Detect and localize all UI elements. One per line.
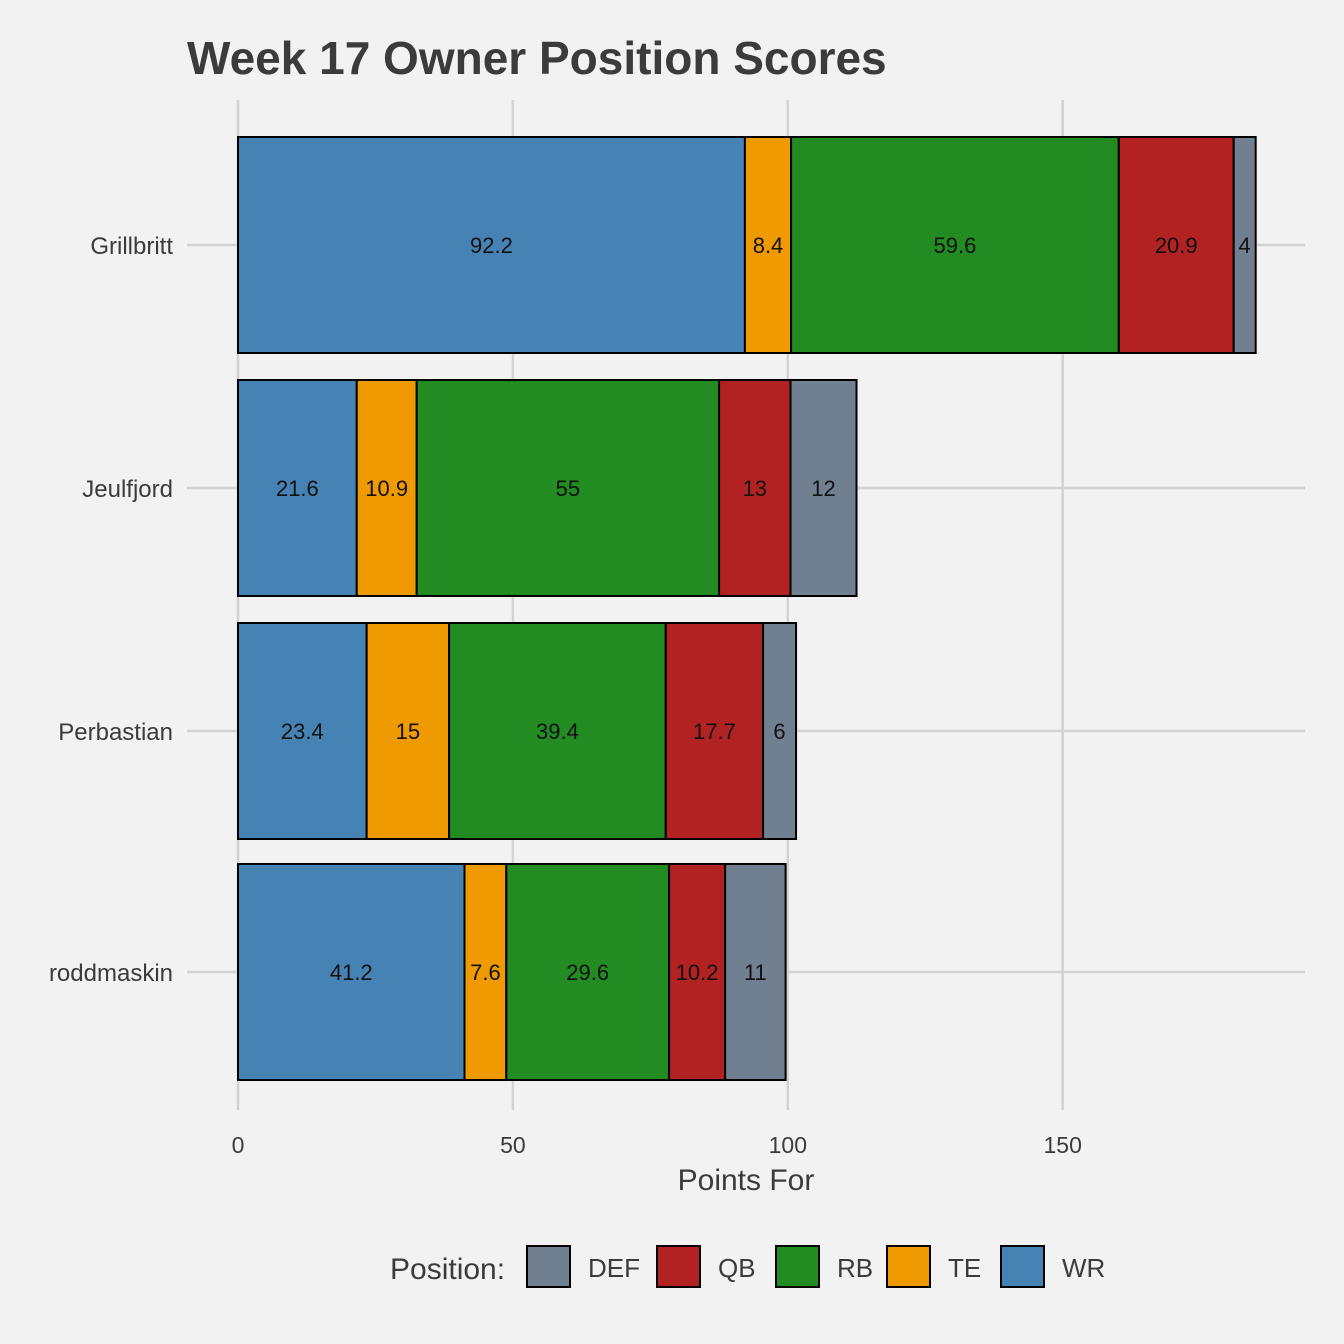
bar-te-Perbastian: [365, 622, 451, 840]
data-label-wr-roddmaskin: 41.2: [330, 960, 373, 985]
bar-wr-Grillbritt: [237, 136, 746, 354]
legend-label-te: TE: [948, 1253, 981, 1283]
data-label-rb-Grillbritt: 59.6: [934, 233, 977, 258]
bar-te-Jeulfjord: [355, 379, 418, 597]
bar-te-Grillbritt: [743, 136, 793, 354]
bar-def-Jeulfjord: [789, 379, 858, 597]
bar-def-Grillbritt: [1232, 136, 1257, 354]
legend-key-wr: [1000, 1245, 1045, 1288]
x-tick-label-50: 50: [500, 1132, 526, 1158]
data-label-te-roddmaskin: 7.6: [470, 960, 501, 985]
bar-rb-Perbastian: [448, 622, 667, 840]
bars-layer: [237, 136, 1257, 1081]
bar-rb-roddmaskin: [505, 863, 671, 1081]
x-axis-title: Points For: [678, 1164, 815, 1197]
bar-rb-Jeulfjord: [415, 379, 721, 597]
legend-key-qb: [656, 1245, 701, 1288]
legend-label-qb: QB: [718, 1253, 756, 1283]
data-label-rb-Jeulfjord: 55: [556, 476, 580, 501]
x-tick-label-100: 100: [769, 1132, 807, 1158]
legend-key-def: [526, 1245, 571, 1288]
bar-wr-roddmaskin: [237, 863, 466, 1081]
bar-qb-Perbastian: [664, 622, 765, 840]
bar-qb-roddmaskin: [668, 863, 727, 1081]
y-tick-label-Grillbritt: Grillbritt: [90, 233, 173, 260]
legend-title: Position:: [390, 1253, 505, 1286]
legend-label-wr: WR: [1062, 1253, 1105, 1283]
data-label-te-Perbastian: 15: [396, 719, 420, 744]
data-label-qb-roddmaskin: 10.2: [676, 960, 719, 985]
legend: Position: DEF QB RB TE WR: [390, 1245, 1105, 1288]
bar-wr-Jeulfjord: [237, 379, 358, 597]
axis-layer: 0 50 100 150 Grillbritt Jeulfjord Perbastian ro…: [49, 233, 1082, 1158]
y-tick-label-Jeulfjord: Jeulfjord: [82, 476, 173, 503]
y-tick-label-Perbastian: Perbastian: [58, 719, 173, 746]
chart-title: Week 17 Owner Position Scores: [187, 32, 887, 84]
legend-key-rb: [775, 1245, 820, 1288]
data-label-def-roddmaskin: 11: [744, 960, 767, 985]
data-label-qb-Jeulfjord: 13: [743, 476, 767, 501]
bar-wr-Perbastian: [237, 622, 368, 840]
bar-def-Perbastian: [762, 622, 798, 840]
y-tick-label-roddmaskin: roddmaskin: [49, 960, 173, 987]
legend-key-te: [886, 1245, 931, 1288]
data-label-te-Jeulfjord: 10.9: [365, 476, 408, 501]
data-label-qb-Grillbritt: 20.9: [1155, 233, 1198, 258]
data-label-def-Grillbritt: 4: [1239, 233, 1251, 258]
data-label-te-Grillbritt: 8.4: [753, 233, 784, 258]
data-label-rb-roddmaskin: 29.6: [566, 960, 609, 985]
bar-rb-Grillbritt: [790, 136, 1120, 354]
data-label-rb-Perbastian: 39.4: [536, 719, 579, 744]
legend-label-def: DEF: [588, 1253, 640, 1283]
x-tick-label-0: 0: [232, 1132, 245, 1158]
bar-te-roddmaskin: [463, 863, 508, 1081]
data-label-wr-Jeulfjord: 21.6: [276, 476, 319, 501]
x-tick-label-150: 150: [1044, 1132, 1082, 1158]
data-label-wr-Grillbritt: 92.2: [470, 233, 513, 258]
bar-def-roddmaskin: [724, 863, 787, 1081]
data-label-def-Perbastian: 6: [773, 719, 785, 744]
labels-layer: 92.2 8.4 59.6 20.9 4 21.6 10.9 55 13 12 23.4 15 39.4…: [276, 233, 1251, 985]
legend-label-rb: RB: [837, 1253, 873, 1283]
data-label-wr-Perbastian: 23.4: [281, 719, 324, 744]
data-label-qb-Perbastian: 17.7: [693, 719, 736, 744]
data-label-def-Jeulfjord: 12: [811, 476, 835, 501]
